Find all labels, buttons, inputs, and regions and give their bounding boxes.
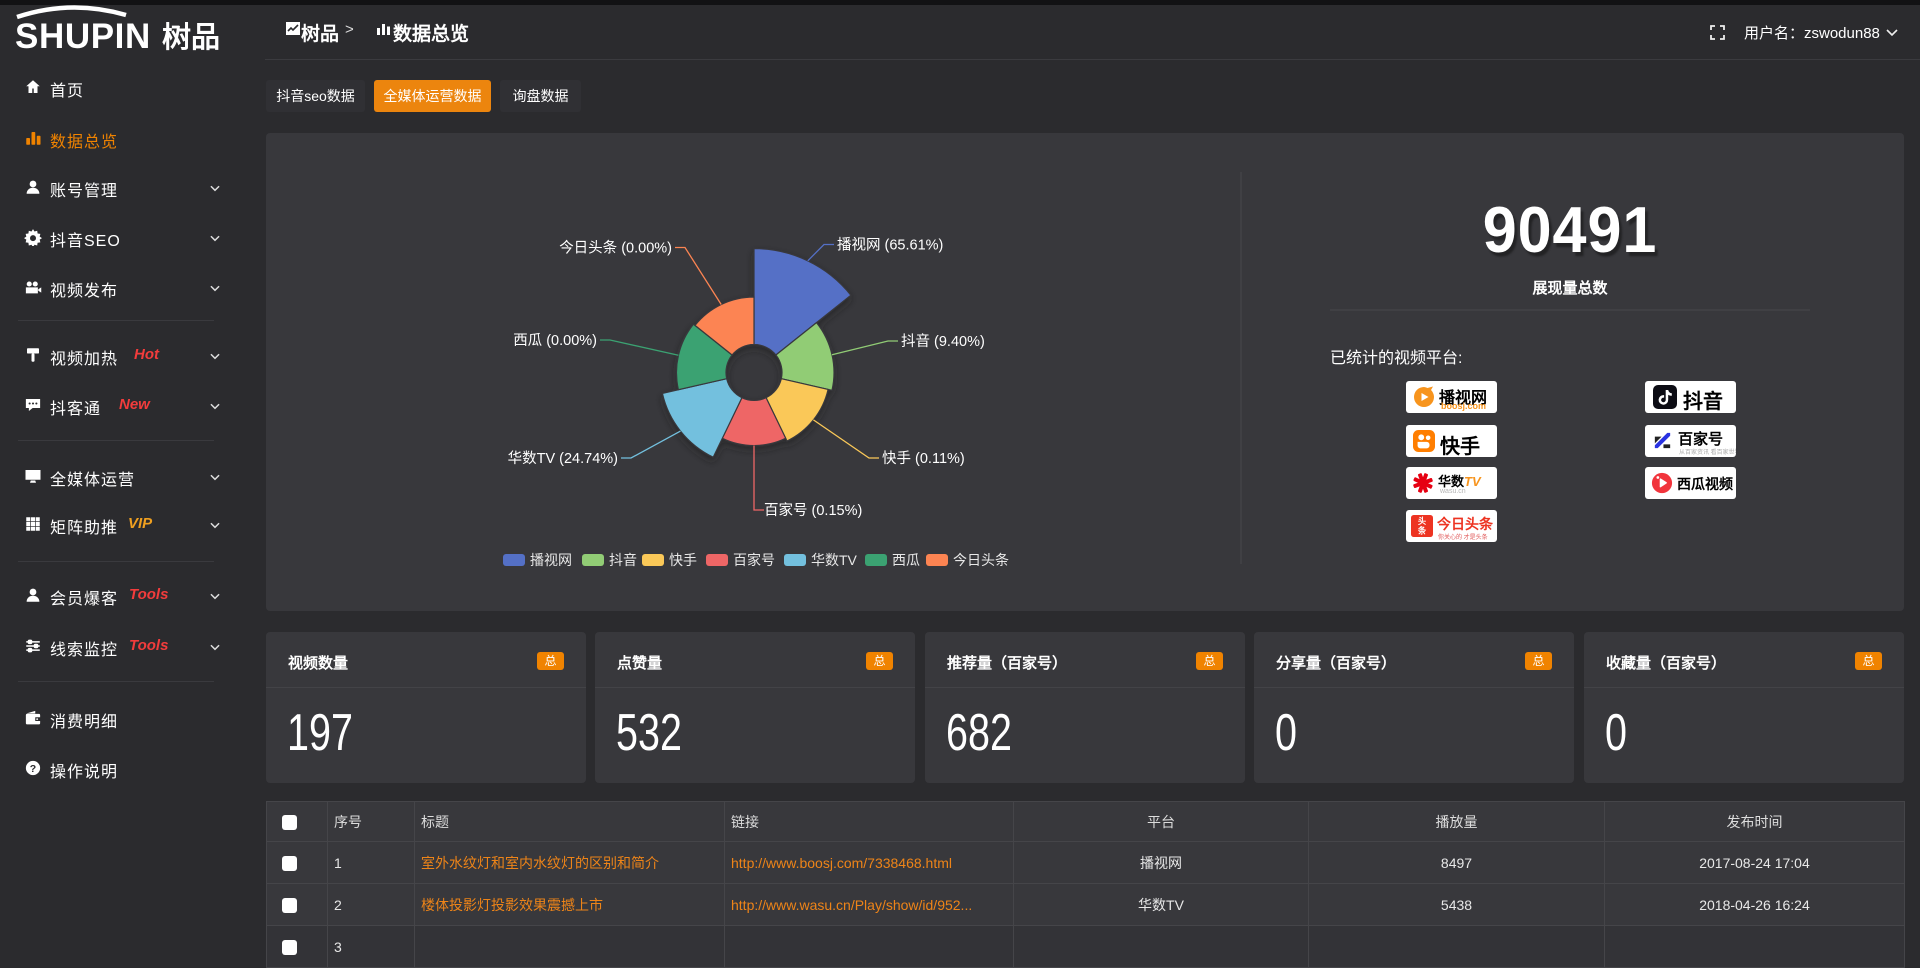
svg-text:SHUPIN: SHUPIN [15, 17, 151, 56]
svg-text:抖音: 抖音 [609, 552, 637, 568]
svg-text:西瓜: 西瓜 [892, 552, 920, 568]
svg-text:播视网 (65.61%): 播视网 (65.61%) [837, 237, 943, 254]
svg-text:华数TV: 华数TV [811, 552, 858, 568]
svg-text:快手 (0.11%): 快手 (0.11%) [882, 450, 965, 467]
svg-text:今日头条 (0.00%): 今日头条 (0.00%) [559, 240, 672, 257]
svg-text:百家号 (0.15%): 百家号 (0.15%) [764, 502, 862, 519]
svg-text:条: 条 [1417, 525, 1427, 535]
svg-text:百家号: 百家号 [733, 552, 775, 568]
svg-text:快手: 快手 [669, 552, 697, 568]
svg-text:头: 头 [1418, 516, 1427, 526]
svg-text:西瓜 (0.00%): 西瓜 (0.00%) [513, 333, 597, 349]
svg-text:?: ? [30, 763, 36, 775]
svg-text:华数TV (24.74%): 华数TV (24.74%) [508, 450, 618, 467]
svg-text:抖音 (9.40%): 抖音 (9.40%) [901, 333, 985, 350]
svg-text:树品: 树品 [162, 21, 220, 54]
svg-text:今日头条: 今日头条 [953, 552, 1009, 568]
svg-text:播视网: 播视网 [530, 552, 572, 568]
